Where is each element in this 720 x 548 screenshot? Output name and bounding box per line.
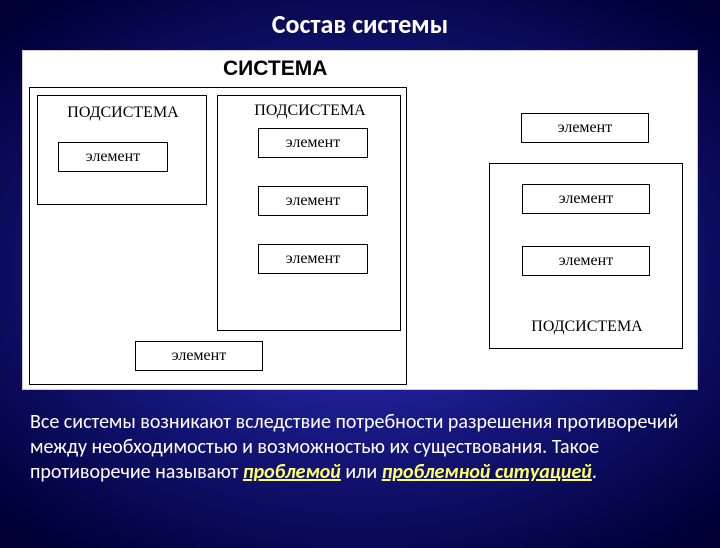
- diagram-area: СИСТЕМА ПОДСИСТЕМА элемент ПОДСИСТЕМА элемен…: [22, 50, 698, 390]
- subsystem-2-element-1: элемент: [258, 186, 368, 216]
- loose-element-bottom-left: элемент: [135, 341, 263, 371]
- subsystem-3: ПОДСИСТЕМА элемент элемент: [489, 163, 683, 349]
- subsystem-2-header: ПОДСИСТЕМА: [218, 102, 402, 120]
- subsystem-3-element-0: элемент: [522, 184, 650, 214]
- loose-element-top-right: элемент: [521, 113, 649, 143]
- slide-title: Состав системы: [0, 8, 720, 40]
- subsystem-1-header: ПОДСИСТЕМА: [38, 104, 208, 122]
- subsystem-2-element-0: элемент: [258, 128, 368, 158]
- highlight-problem-situation: проблемной ситуацией: [382, 460, 592, 484]
- subsystem-3-header: ПОДСИСТЕМА: [490, 318, 684, 336]
- subsystem-1: ПОДСИСТЕМА элемент: [37, 95, 207, 205]
- subsystem-2: ПОДСИСТЕМА элемент элемент элемент: [217, 95, 401, 331]
- highlight-problem: проблемой: [243, 460, 341, 484]
- caption-text: Все системы возникают вследствие потребн…: [30, 410, 690, 485]
- subsystem-2-element-2: элемент: [258, 244, 368, 274]
- subsystem-1-element-0: элемент: [58, 142, 168, 172]
- system-label: СИСТЕМА: [223, 57, 327, 81]
- subsystem-3-element-1: элемент: [522, 246, 650, 276]
